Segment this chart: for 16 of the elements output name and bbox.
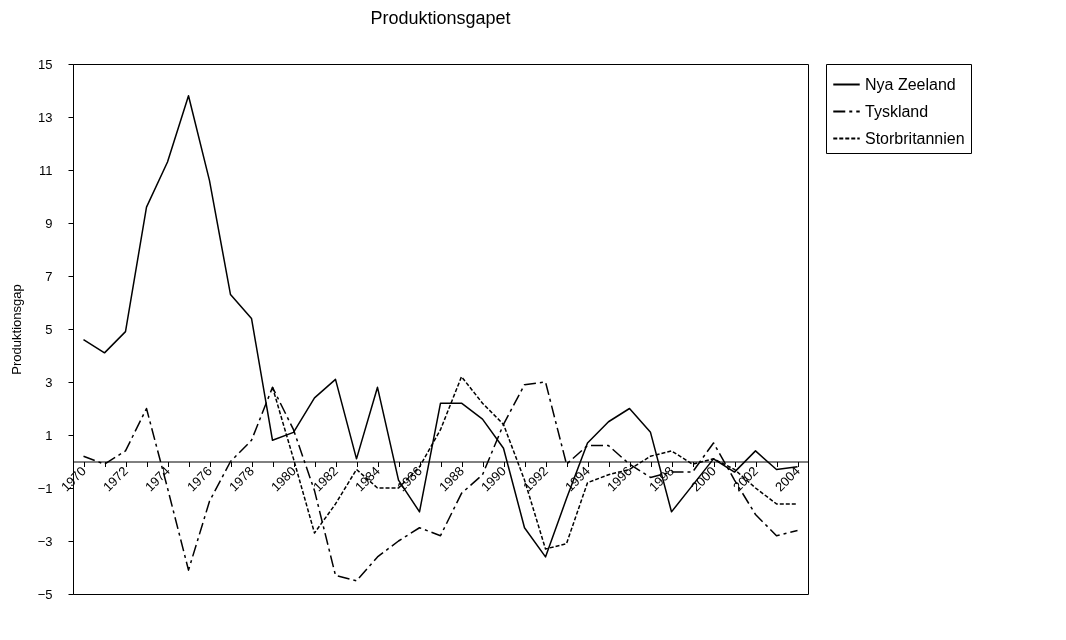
y-tick-label: 9 xyxy=(45,215,53,231)
y-tick-label: −5 xyxy=(37,586,53,602)
legend-label: Nya Zeeland xyxy=(865,75,956,93)
y-tick-label: 1 xyxy=(45,427,53,443)
y-tick-label: 3 xyxy=(45,374,53,390)
chart-title: Produktionsgapet xyxy=(370,8,511,28)
y-axis-title: Produktionsgap xyxy=(8,284,24,375)
legend-label: Tyskland xyxy=(865,102,929,120)
y-tick-label: −3 xyxy=(37,533,53,549)
y-tick-label: 13 xyxy=(38,109,53,125)
y-tick-label: 5 xyxy=(45,321,53,337)
y-tick-label: 15 xyxy=(38,56,53,72)
y-tick-label: 7 xyxy=(45,268,53,284)
y-tick-label: 11 xyxy=(39,162,53,178)
y-tick-label: −1 xyxy=(37,480,53,496)
legend-label: Storbritannien xyxy=(865,129,965,147)
